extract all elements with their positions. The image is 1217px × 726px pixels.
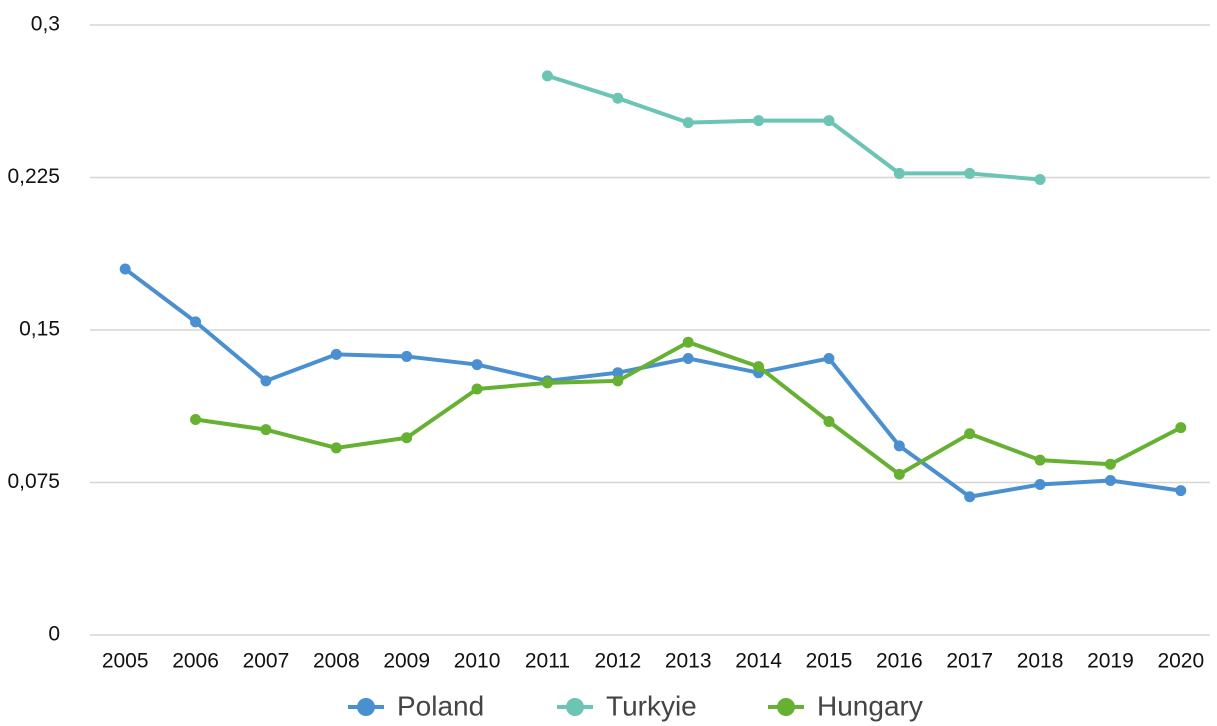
x-tick-label: 2010: [454, 650, 501, 673]
data-point: [893, 468, 905, 480]
x-tick-label: 2006: [172, 650, 219, 673]
y-tick-label: 0,075: [7, 470, 60, 493]
data-point: [1175, 422, 1187, 434]
y-tick-label: 0,15: [19, 318, 60, 341]
data-point: [1034, 454, 1046, 466]
legend-label: Poland: [397, 690, 484, 721]
x-tick-label: 2009: [383, 650, 430, 673]
x-tick-label: 2018: [1017, 650, 1064, 673]
x-tick-label: 2017: [946, 650, 993, 673]
data-point: [612, 92, 624, 104]
data-point: [1104, 458, 1116, 470]
x-tick-label: 2012: [594, 650, 641, 673]
data-point: [682, 352, 694, 364]
data-point: [471, 359, 483, 371]
data-point: [1034, 479, 1046, 491]
x-tick-label: 2015: [806, 650, 853, 673]
data-point: [612, 367, 624, 379]
x-tick-label: 2005: [102, 650, 149, 673]
data-point: [401, 432, 413, 444]
data-point: [823, 416, 835, 427]
data-point: [964, 428, 976, 440]
data-point: [190, 316, 202, 328]
series-line: [123, 267, 1182, 499]
data-point: [753, 361, 765, 373]
legend-marker: [566, 698, 584, 716]
data-point: [964, 491, 976, 503]
data-point: [401, 350, 413, 362]
data-point: [190, 413, 202, 425]
data-point: [682, 117, 694, 129]
data-point: [823, 115, 835, 127]
data-point: [260, 424, 272, 436]
data-point: [1034, 174, 1046, 186]
x-tick-label: 2013: [665, 650, 712, 673]
legend-label: Hungary: [817, 690, 923, 721]
data-point: [119, 263, 131, 275]
data-point: [541, 70, 553, 82]
legend-marker: [777, 698, 795, 716]
legend-label: Turkyie: [606, 690, 697, 721]
data-point: [964, 167, 976, 179]
x-tick-label: 2016: [876, 650, 923, 673]
data-point: [753, 115, 765, 127]
data-point: [1175, 485, 1187, 497]
y-tick-label: 0,225: [7, 165, 60, 188]
data-point: [330, 348, 342, 360]
data-point: [893, 440, 905, 452]
series-line: [546, 73, 1041, 182]
x-tick-label: 2014: [735, 650, 782, 673]
x-tick-label: 2020: [1157, 650, 1204, 673]
x-tick-label: 2008: [313, 650, 360, 673]
data-point: [1104, 474, 1116, 486]
x-tick-label: 2007: [243, 650, 290, 673]
data-point: [471, 383, 483, 395]
data-point: [541, 377, 553, 389]
data-point: [893, 167, 905, 179]
y-tick-label: 0,3: [31, 13, 60, 36]
legend-marker: [357, 698, 375, 716]
y-tick-label: 0: [48, 623, 60, 646]
x-tick-label: 2011: [525, 650, 570, 673]
x-tick-label: 2019: [1087, 650, 1134, 673]
data-point: [612, 375, 624, 387]
data-point: [823, 352, 835, 364]
data-point: [330, 442, 342, 454]
data-point: [682, 336, 694, 348]
data-point: [260, 375, 272, 387]
